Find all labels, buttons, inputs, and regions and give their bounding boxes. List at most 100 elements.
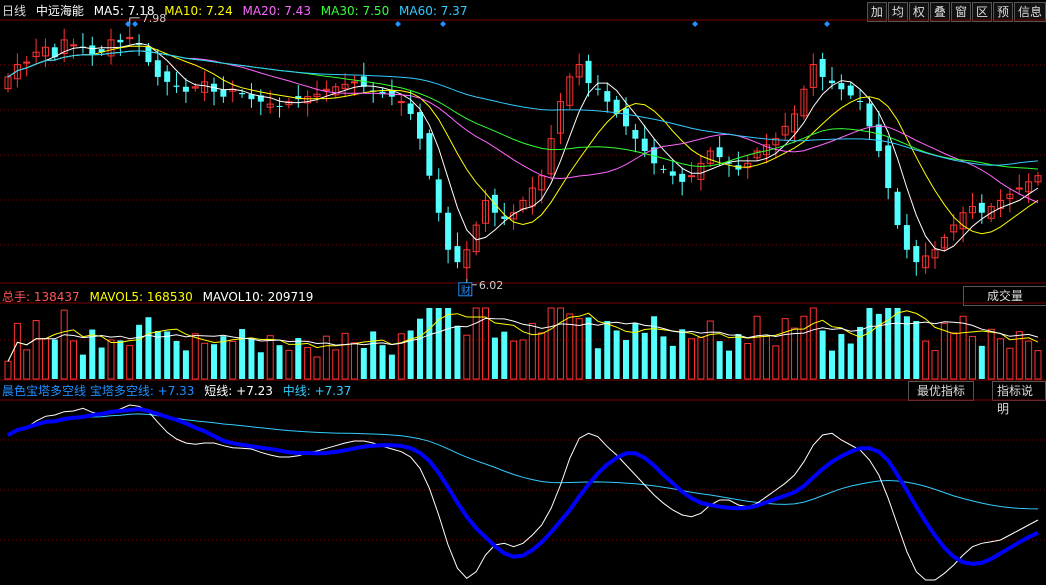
volume-bar-up [332, 349, 340, 380]
toolbar-info-button[interactable]: 信息 [1013, 2, 1046, 22]
toolbar-rights-button[interactable]: 权 [908, 2, 929, 22]
candle-body-down [417, 112, 423, 139]
candle-body-up [931, 249, 939, 259]
candle-body-up [1025, 181, 1033, 193]
candle-body-down [819, 59, 826, 77]
toolbar-add-button[interactable]: 加 [866, 2, 887, 22]
toolbar-avg-button[interactable]: 均 [887, 2, 908, 22]
volume-legend: 总手: 138437 MAVOL5: 168530 MAVOL10: 20971… [2, 288, 319, 306]
volume-bar-down [379, 345, 386, 379]
candle-body-up [1006, 193, 1014, 200]
volume-bar-down [651, 316, 658, 379]
volume-bar-up [781, 318, 789, 380]
candle-body-down [604, 91, 611, 102]
indicator-short-line [7, 404, 1039, 581]
candle-body-down [445, 212, 452, 250]
volume-bars [4, 307, 1042, 380]
volume-bar-down [978, 345, 985, 379]
toolbar-forecast-button[interactable]: 预 [992, 2, 1013, 22]
candlestick-series [4, 23, 1042, 279]
candle-body-up [70, 44, 78, 47]
volume-bar-down [417, 318, 423, 379]
candle-body-down [585, 60, 592, 84]
volume-bar-up [397, 333, 405, 380]
volume-bar-up [547, 307, 555, 380]
candle-body-down [117, 39, 124, 43]
volume-bar-up [126, 345, 134, 380]
candle-body-up [706, 150, 714, 164]
candle-body-up [772, 138, 780, 146]
toolbar-overlay-button[interactable]: 叠 [929, 2, 950, 22]
candle-body-up [332, 86, 340, 96]
candle-body-up [304, 96, 312, 104]
candle-body-down [894, 191, 901, 226]
chart-toolbar: 加 均 权 叠 窗 区 预 信息 [866, 2, 1046, 22]
volume-bar-up [950, 332, 958, 380]
volume-bar-down [388, 354, 395, 379]
toolbar-window-button[interactable]: 窗 [950, 2, 971, 22]
indicator-legend: 晨色宝塔多空线 宝塔多空线: +7.33 短线: +7.23 中线: +7.37 [2, 382, 357, 400]
volume-bar-down [435, 308, 442, 379]
volume-bar-up [519, 339, 527, 380]
candle-body-up [397, 101, 405, 104]
volume-bar-up [13, 322, 21, 380]
candle-body-up [688, 175, 696, 178]
candle-body-up [1034, 175, 1042, 183]
candle-body-up [987, 206, 995, 219]
volume-bar-down [182, 350, 189, 379]
volume-bar-down [79, 354, 86, 379]
candle-body-down [145, 46, 152, 63]
volume-bar-up [23, 349, 31, 380]
volume-bar-up [528, 322, 536, 380]
volume-bar-up [800, 315, 808, 380]
ma10-label: MA10: 7.24 [164, 4, 233, 18]
candle-body-up [1015, 187, 1023, 190]
volume-bar-down [594, 348, 601, 379]
candle-body-down [651, 147, 658, 164]
mid-line-label: 中线: +7.37 [282, 384, 352, 398]
finance-badge-text: 财 [461, 284, 471, 297]
ma5-line [7, 42, 1039, 252]
mavol5-label: MAVOL5: 168530 [89, 290, 193, 304]
volume-bar-up [1025, 340, 1033, 380]
mavol5-line [7, 310, 1039, 362]
volume-bar-down [875, 313, 882, 379]
volume-bar-down [257, 352, 264, 379]
candle-body-down [829, 80, 835, 84]
candle-body-down [903, 225, 910, 250]
volume-bar-down [136, 324, 143, 379]
volume-bar-up [566, 313, 574, 380]
volume-type-button[interactable]: 成交量 [963, 286, 1046, 306]
candle-body-up [922, 255, 930, 269]
volume-bar-up [922, 340, 930, 380]
volume-bar-down [585, 317, 592, 379]
toolbar-range-button[interactable]: 区 [971, 2, 992, 22]
volume-bar-up [463, 334, 471, 380]
candle-body-down [248, 94, 255, 100]
volume-bar-up [556, 307, 564, 380]
candle-body-down [239, 92, 246, 95]
volume-bar-down [239, 329, 246, 379]
total-volume-label: 总手: 138437 [2, 290, 80, 304]
high-price-label: 7.98 [142, 12, 167, 25]
volume-bar-down [248, 338, 255, 379]
ma30-line [7, 50, 1039, 170]
best-indicator-button[interactable]: 最优指标 [908, 381, 975, 401]
short-line-label: 短线: +7.23 [204, 384, 273, 398]
volume-bar-up [322, 335, 330, 380]
candle-body-down [182, 86, 189, 92]
volume-bar-up [762, 335, 770, 380]
volume-bar-up [1006, 347, 1014, 380]
volume-bar-down [51, 339, 58, 379]
candle-body-down [632, 130, 639, 139]
volume-bar-down [819, 330, 826, 379]
volume-bar-up [772, 345, 780, 380]
volume-bar-up [697, 337, 705, 380]
candle-body-up [350, 81, 358, 84]
volume-bar-down [445, 308, 452, 379]
indicator-long-line [7, 406, 1039, 566]
volume-bar-down [829, 350, 835, 379]
candle-body-down [388, 90, 395, 97]
volume-bar-down [623, 339, 629, 379]
